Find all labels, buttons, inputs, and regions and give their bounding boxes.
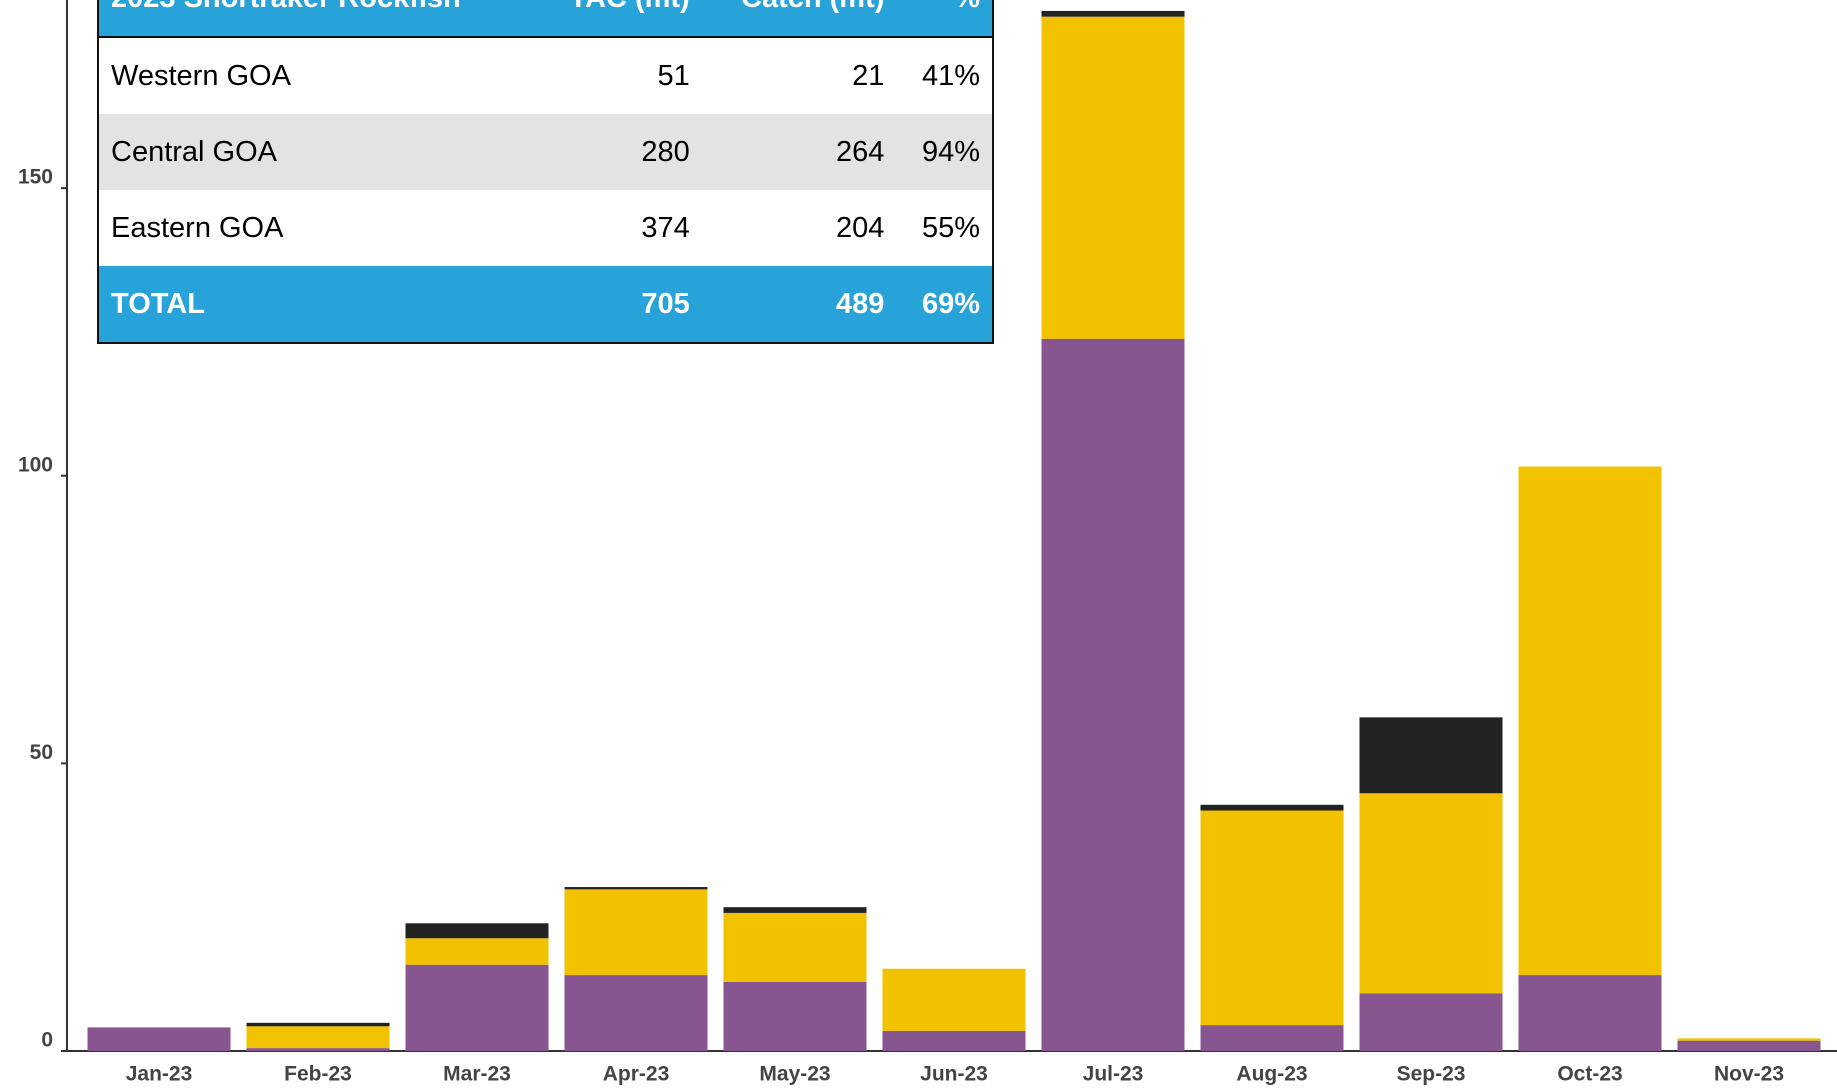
table-cell: Eastern GOA (111, 211, 284, 244)
bar-segment (723, 981, 867, 1051)
table-cell: % (896, 0, 993, 38)
table-cell: 2023 Shortraker Rockfish (98, 0, 534, 38)
bar-segment (1041, 338, 1185, 1051)
bar-segment (1518, 466, 1662, 976)
bar-segment (246, 1048, 390, 1051)
bar-segment (1200, 810, 1344, 1026)
bar-segment (1677, 1040, 1821, 1051)
table-row: Central GOA 280 264 94% (98, 114, 993, 190)
bar-segment (882, 1030, 1026, 1051)
bar-segment (246, 1022, 390, 1027)
y-tick-label: 50 (30, 741, 53, 764)
bar-segment (723, 907, 867, 913)
table-row: Western GOA 51 21 41% (98, 37, 993, 114)
table-cell: 489 (701, 266, 897, 343)
table-row: 2023 Shortraker RockfishTAC (mt)Catch (m… (98, 0, 993, 38)
bar-segment (882, 968, 1026, 1031)
bar-segment (405, 964, 549, 1051)
x-tick-label: Apr-23 (603, 1063, 670, 1086)
y-tick-label: 150 (18, 166, 53, 189)
x-tick-label: May-23 (759, 1063, 830, 1086)
x-tick-label: Mar-23 (443, 1063, 511, 1086)
bar-segment (564, 887, 708, 890)
bar-segment (1677, 1038, 1821, 1041)
table-cell: 94% (896, 114, 993, 190)
table-cell: Catch (mt) (701, 0, 897, 38)
y-tick-label: 0 (41, 1029, 53, 1052)
x-tick-label: Aug-23 (1236, 1063, 1307, 1086)
bar-segment (1041, 10, 1185, 17)
bar-segment (1200, 804, 1344, 811)
table-cell: 280 (533, 114, 702, 190)
bar-segment (1359, 793, 1503, 994)
summary-table: 2023 Shortraker RockfishTAC (mt)Catch (m… (97, 0, 994, 344)
bar-segment (405, 938, 549, 965)
table-cell: 204 (836, 211, 885, 244)
table-cell: Central GOA (98, 114, 534, 190)
x-tick-label: Jul-23 (1083, 1063, 1144, 1086)
table-cell: 264 (701, 114, 897, 190)
x-tick-label: Feb-23 (284, 1063, 352, 1086)
bar-segment (1041, 16, 1185, 339)
x-tick-label: Sep-23 (1397, 1063, 1466, 1086)
table-cell: TAC (mt) (533, 0, 702, 38)
bar-segment (723, 912, 867, 982)
table-cell: Western GOA (111, 59, 291, 92)
table-cell: 21 (852, 59, 885, 92)
table-row: TOTAL 705 489 69% (98, 266, 993, 343)
table-cell: TOTAL (98, 266, 534, 343)
table-cell: 69% (896, 266, 993, 343)
x-tick-label: Oct-23 (1557, 1063, 1622, 1086)
x-tick-label: Jun-23 (920, 1063, 988, 1086)
bar-segment (564, 975, 708, 1051)
bar-segment (246, 1026, 390, 1049)
table-row: Eastern GOA 374 204 55% (98, 190, 993, 266)
table-cell: 55% (921, 211, 980, 244)
bar-segment (1359, 993, 1503, 1051)
bar-segment (564, 889, 708, 976)
table-cell: 374 (641, 211, 690, 244)
y-tick-label: 100 (18, 453, 53, 476)
x-tick-label: Jan-23 (126, 1063, 193, 1086)
bar-segment (405, 923, 549, 939)
bar-segment (87, 1027, 231, 1051)
bar-segment (1518, 975, 1662, 1051)
table-cell: 51 (657, 59, 690, 92)
bar-segment (1359, 717, 1503, 794)
table-cell: 705 (533, 266, 702, 343)
bar-segment (1200, 1025, 1344, 1051)
x-tick-label: Nov-23 (1714, 1063, 1784, 1086)
table-cell: 41% (921, 59, 980, 92)
